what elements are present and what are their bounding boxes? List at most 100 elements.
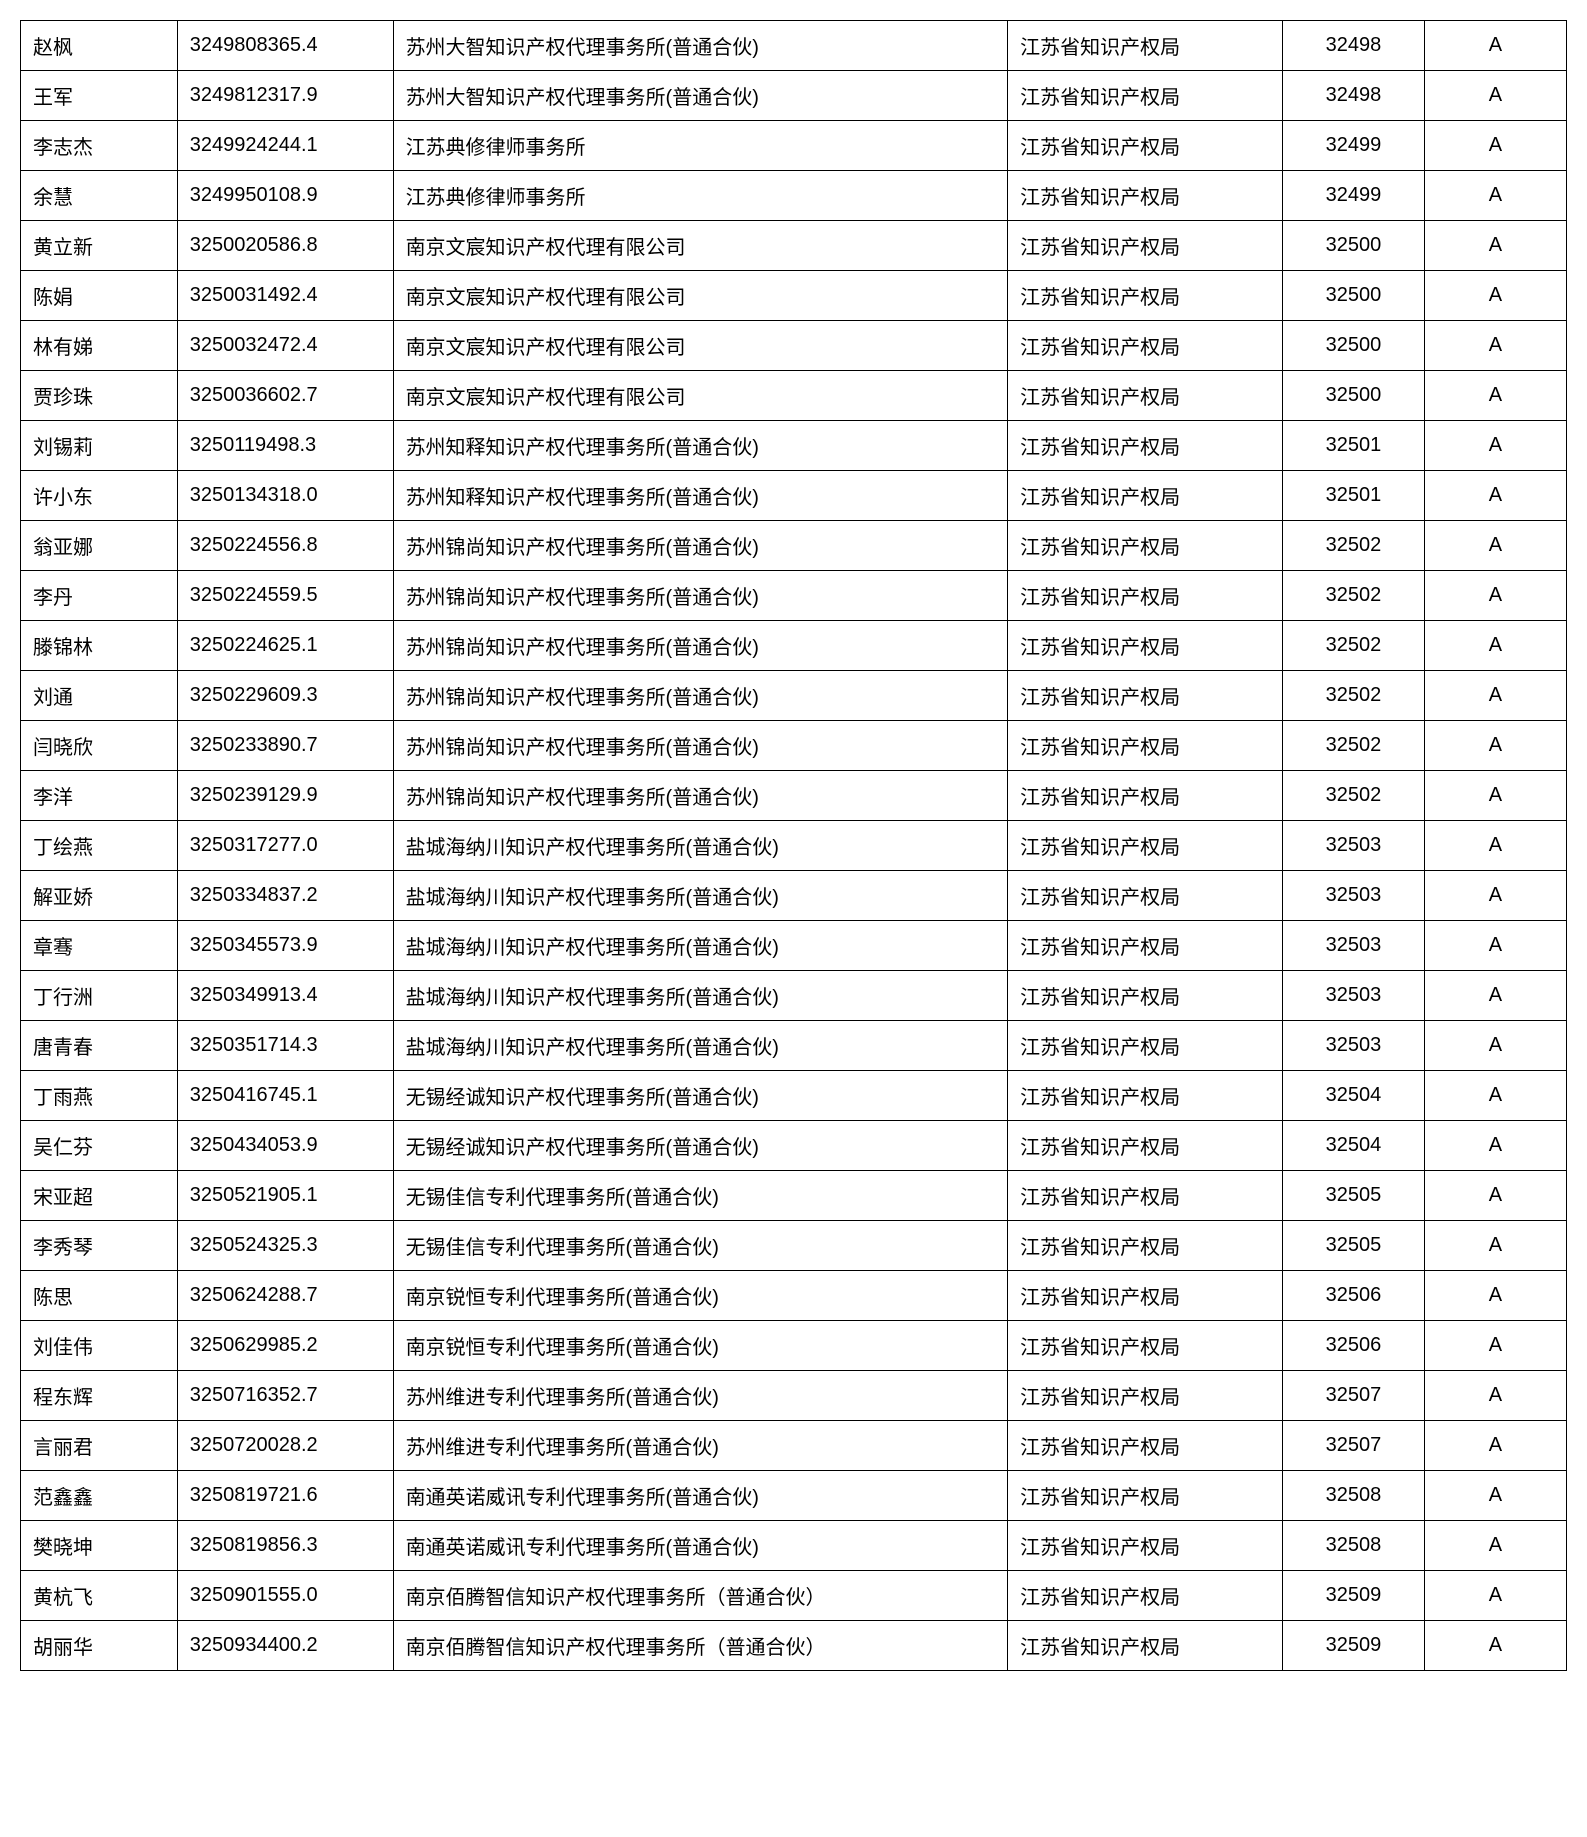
cell-bureau: 江苏省知识产权局 [1008, 471, 1283, 521]
cell-org: 苏州锦尚知识产权代理事务所(普通合伙) [393, 771, 1008, 821]
cell-number: 3250334837.2 [177, 871, 393, 921]
cell-name: 刘通 [21, 671, 178, 721]
cell-code: 32506 [1282, 1321, 1424, 1371]
cell-org: 盐城海纳川知识产权代理事务所(普通合伙) [393, 1021, 1008, 1071]
cell-name: 唐青春 [21, 1021, 178, 1071]
cell-org: 无锡经诚知识产权代理事务所(普通合伙) [393, 1071, 1008, 1121]
cell-number: 3250229609.3 [177, 671, 393, 721]
cell-grade: A [1424, 221, 1566, 271]
cell-name: 樊晓坤 [21, 1521, 178, 1571]
cell-code: 32503 [1282, 921, 1424, 971]
cell-number: 3249812317.9 [177, 71, 393, 121]
cell-name: 李秀琴 [21, 1221, 178, 1271]
cell-bureau: 江苏省知识产权局 [1008, 1021, 1283, 1071]
cell-grade: A [1424, 621, 1566, 671]
cell-bureau: 江苏省知识产权局 [1008, 1171, 1283, 1221]
cell-code: 32507 [1282, 1371, 1424, 1421]
table-row: 陈娟3250031492.4南京文宸知识产权代理有限公司江苏省知识产权局3250… [21, 271, 1567, 321]
table-row: 翁亚娜3250224556.8苏州锦尚知识产权代理事务所(普通合伙)江苏省知识产… [21, 521, 1567, 571]
cell-org: 无锡佳信专利代理事务所(普通合伙) [393, 1171, 1008, 1221]
cell-bureau: 江苏省知识产权局 [1008, 221, 1283, 271]
cell-code: 32500 [1282, 221, 1424, 271]
cell-number: 3250349913.4 [177, 971, 393, 1021]
table-row: 程东辉3250716352.7苏州维进专利代理事务所(普通合伙)江苏省知识产权局… [21, 1371, 1567, 1421]
cell-code: 32502 [1282, 721, 1424, 771]
cell-number: 3250416745.1 [177, 1071, 393, 1121]
cell-bureau: 江苏省知识产权局 [1008, 1371, 1283, 1421]
cell-bureau: 江苏省知识产权局 [1008, 1421, 1283, 1471]
cell-org: 南通英诺威讯专利代理事务所(普通合伙) [393, 1471, 1008, 1521]
cell-grade: A [1424, 271, 1566, 321]
cell-name: 宋亚超 [21, 1171, 178, 1221]
cell-number: 3250119498.3 [177, 421, 393, 471]
cell-number: 3250224556.8 [177, 521, 393, 571]
cell-name: 李志杰 [21, 121, 178, 171]
cell-name: 胡丽华 [21, 1621, 178, 1671]
cell-org: 盐城海纳川知识产权代理事务所(普通合伙) [393, 921, 1008, 971]
cell-org: 南京锐恒专利代理事务所(普通合伙) [393, 1321, 1008, 1371]
cell-grade: A [1424, 371, 1566, 421]
cell-code: 32504 [1282, 1071, 1424, 1121]
cell-org: 南京文宸知识产权代理有限公司 [393, 321, 1008, 371]
cell-bureau: 江苏省知识产权局 [1008, 771, 1283, 821]
cell-org: 苏州维进专利代理事务所(普通合伙) [393, 1371, 1008, 1421]
cell-bureau: 江苏省知识产权局 [1008, 271, 1283, 321]
cell-org: 盐城海纳川知识产权代理事务所(普通合伙) [393, 971, 1008, 1021]
cell-name: 翁亚娜 [21, 521, 178, 571]
cell-code: 32506 [1282, 1271, 1424, 1321]
cell-name: 解亚娇 [21, 871, 178, 921]
cell-grade: A [1424, 121, 1566, 171]
cell-bureau: 江苏省知识产权局 [1008, 1271, 1283, 1321]
cell-org: 南京文宸知识产权代理有限公司 [393, 271, 1008, 321]
cell-code: 32509 [1282, 1571, 1424, 1621]
cell-name: 林有娣 [21, 321, 178, 371]
table-row: 宋亚超3250521905.1无锡佳信专利代理事务所(普通合伙)江苏省知识产权局… [21, 1171, 1567, 1221]
table-row: 丁雨燕3250416745.1无锡经诚知识产权代理事务所(普通合伙)江苏省知识产… [21, 1071, 1567, 1121]
cell-grade: A [1424, 1321, 1566, 1371]
cell-bureau: 江苏省知识产权局 [1008, 21, 1283, 71]
table-row: 范鑫鑫3250819721.6南通英诺威讯专利代理事务所(普通合伙)江苏省知识产… [21, 1471, 1567, 1521]
cell-grade: A [1424, 1171, 1566, 1221]
cell-org: 苏州锦尚知识产权代理事务所(普通合伙) [393, 521, 1008, 571]
cell-grade: A [1424, 1421, 1566, 1471]
cell-code: 32503 [1282, 821, 1424, 871]
cell-code: 32501 [1282, 471, 1424, 521]
cell-grade: A [1424, 821, 1566, 871]
cell-bureau: 江苏省知识产权局 [1008, 521, 1283, 571]
cell-number: 3250720028.2 [177, 1421, 393, 1471]
cell-org: 无锡佳信专利代理事务所(普通合伙) [393, 1221, 1008, 1271]
table-row: 李秀琴3250524325.3无锡佳信专利代理事务所(普通合伙)江苏省知识产权局… [21, 1221, 1567, 1271]
cell-code: 32505 [1282, 1221, 1424, 1271]
cell-code: 32500 [1282, 271, 1424, 321]
table-row: 黄杭飞3250901555.0南京佰腾智信知识产权代理事务所（普通合伙）江苏省知… [21, 1571, 1567, 1621]
cell-bureau: 江苏省知识产权局 [1008, 721, 1283, 771]
cell-number: 3250239129.9 [177, 771, 393, 821]
cell-org: 盐城海纳川知识产权代理事务所(普通合伙) [393, 821, 1008, 871]
cell-code: 32499 [1282, 121, 1424, 171]
cell-grade: A [1424, 421, 1566, 471]
cell-name: 程东辉 [21, 1371, 178, 1421]
cell-grade: A [1424, 1571, 1566, 1621]
cell-name: 陈娟 [21, 271, 178, 321]
table-row: 刘锡莉3250119498.3苏州知释知识产权代理事务所(普通合伙)江苏省知识产… [21, 421, 1567, 471]
cell-code: 32508 [1282, 1471, 1424, 1521]
cell-name: 刘锡莉 [21, 421, 178, 471]
cell-grade: A [1424, 721, 1566, 771]
cell-code: 32499 [1282, 171, 1424, 221]
table-row: 吴仁芬3250434053.9无锡经诚知识产权代理事务所(普通合伙)江苏省知识产… [21, 1121, 1567, 1171]
cell-number: 3250032472.4 [177, 321, 393, 371]
cell-name: 范鑫鑫 [21, 1471, 178, 1521]
cell-grade: A [1424, 871, 1566, 921]
cell-code: 32502 [1282, 621, 1424, 671]
cell-grade: A [1424, 71, 1566, 121]
cell-grade: A [1424, 771, 1566, 821]
cell-org: 南京佰腾智信知识产权代理事务所（普通合伙） [393, 1571, 1008, 1621]
cell-number: 3250031492.4 [177, 271, 393, 321]
table-row: 唐青春3250351714.3盐城海纳川知识产权代理事务所(普通合伙)江苏省知识… [21, 1021, 1567, 1071]
cell-number: 3250351714.3 [177, 1021, 393, 1071]
cell-code: 32508 [1282, 1521, 1424, 1571]
table-row: 贾珍珠3250036602.7南京文宸知识产权代理有限公司江苏省知识产权局325… [21, 371, 1567, 421]
cell-org: 苏州知释知识产权代理事务所(普通合伙) [393, 421, 1008, 471]
cell-name: 刘佳伟 [21, 1321, 178, 1371]
table-row: 解亚娇3250334837.2盐城海纳川知识产权代理事务所(普通合伙)江苏省知识… [21, 871, 1567, 921]
